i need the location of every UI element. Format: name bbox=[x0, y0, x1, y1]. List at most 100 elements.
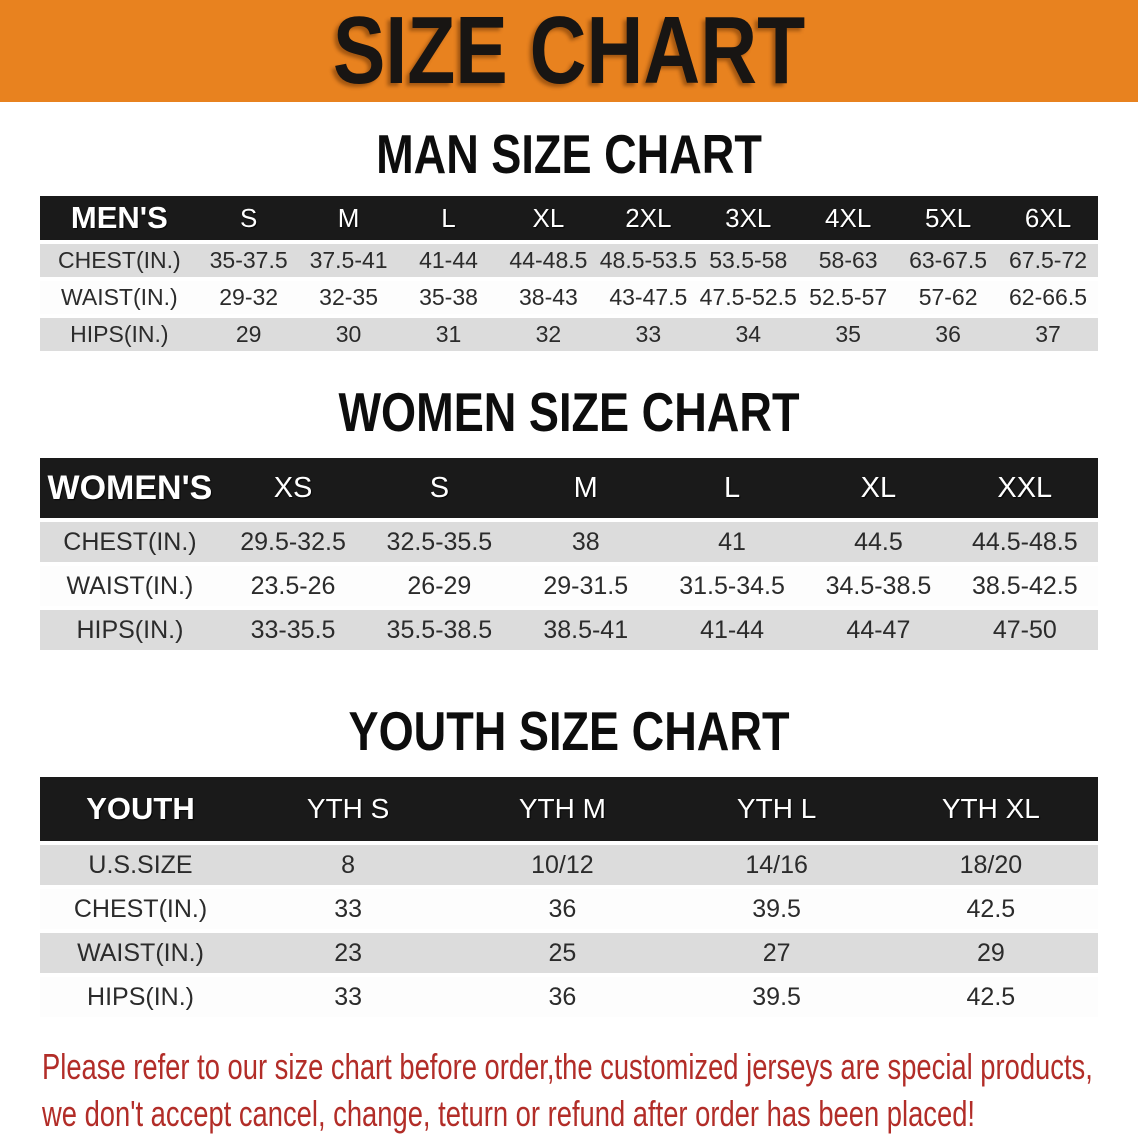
size-value-cell: 44.5 bbox=[805, 520, 952, 566]
size-value-cell: 44-47 bbox=[805, 608, 952, 654]
size-header-cell: L bbox=[658, 458, 806, 522]
table-title-cell: MEN'S bbox=[40, 196, 199, 244]
size-header-row: MEN'S S M L XL 2XL 3XL 4XL 5XL 6XL bbox=[40, 196, 1098, 244]
size-value-cell: 32.5-35.5 bbox=[366, 520, 513, 566]
size-header-cell: XL bbox=[498, 196, 599, 244]
size-value-cell: 38.5-41 bbox=[512, 608, 659, 654]
size-value-cell: 33 bbox=[241, 975, 456, 1021]
size-value-cell: 36 bbox=[455, 975, 670, 1021]
row-label-cell: WAIST(IN.) bbox=[40, 931, 242, 977]
size-value-cell: 52.5-57 bbox=[798, 279, 899, 318]
size-header-cell: YTH S bbox=[241, 777, 456, 845]
size-value-cell: 33-35.5 bbox=[219, 608, 367, 654]
size-header-cell: L bbox=[398, 196, 499, 244]
measurement-row: HIPS(IN.) 33-35.5 35.5-38.5 38.5-41 41-44 44-… bbox=[40, 608, 1098, 654]
size-value-cell: 47.5-52.5 bbox=[698, 279, 799, 318]
row-label-cell: WAIST(IN.) bbox=[40, 564, 220, 610]
size-value-cell: 23 bbox=[241, 931, 456, 977]
row-label-cell: CHEST(IN.) bbox=[40, 520, 220, 566]
size-header-row: YOUTH YTH S YTH M YTH L YTH XL bbox=[40, 777, 1098, 845]
size-value-cell: 10/12 bbox=[455, 843, 670, 889]
size-value-cell: 29-32 bbox=[198, 279, 299, 318]
disclaimer-line-2: we don't accept cancel, change, teturn o… bbox=[42, 1093, 976, 1134]
size-value-cell: 30 bbox=[298, 316, 399, 355]
size-value-cell: 27 bbox=[669, 931, 884, 977]
size-header-cell: S bbox=[198, 196, 299, 244]
size-value-cell: 38-43 bbox=[498, 279, 599, 318]
size-header-cell: M bbox=[512, 458, 659, 522]
measurement-row: WAIST(IN.) 23 25 27 29 bbox=[40, 931, 1098, 977]
youth-size-table: YOUTH YTH S YTH M YTH L YTH XL U.S.SIZE 8 10/12… bbox=[40, 777, 1098, 1021]
size-header-cell: 6XL bbox=[998, 196, 1098, 244]
size-header-cell: 3XL bbox=[698, 196, 799, 244]
table-title-cell: WOMEN'S bbox=[40, 458, 220, 522]
size-value-cell: 8 bbox=[241, 843, 456, 889]
size-value-cell: 41 bbox=[658, 520, 806, 566]
size-value-cell: 42.5 bbox=[883, 975, 1098, 1021]
row-label-cell: CHEST(IN.) bbox=[40, 887, 242, 933]
section-youth: YOUTH SIZE CHART YOUTH YTH S YTH M YTH L YTH… bbox=[0, 704, 1138, 1021]
size-value-cell: 33 bbox=[598, 316, 699, 355]
size-value-cell: 58-63 bbox=[798, 242, 899, 281]
women-size-table: WOMEN'S XS S M L XL XXL CHEST(IN.) 29.5-32.5 32.5… bbox=[40, 458, 1098, 654]
size-value-cell: 67.5-72 bbox=[998, 242, 1098, 281]
size-header-cell: YTH M bbox=[455, 777, 670, 845]
size-header-cell: XS bbox=[219, 458, 367, 522]
size-value-cell: 36 bbox=[898, 316, 999, 355]
measurement-row: WAIST(IN.) 29-32 32-35 35-38 38-43 43-47.5 47.… bbox=[40, 279, 1098, 318]
women-section-heading: WOMEN SIZE CHART bbox=[338, 381, 800, 443]
size-value-cell: 26-29 bbox=[366, 564, 513, 610]
row-label-cell: HIPS(IN.) bbox=[40, 975, 242, 1021]
size-value-cell: 35.5-38.5 bbox=[366, 608, 513, 654]
size-value-cell: 39.5 bbox=[669, 975, 884, 1021]
size-value-cell: 38 bbox=[512, 520, 659, 566]
size-value-cell: 44.5-48.5 bbox=[951, 520, 1098, 566]
row-label-cell: WAIST(IN.) bbox=[40, 279, 199, 318]
size-header-cell: 2XL bbox=[598, 196, 699, 244]
size-value-cell: 18/20 bbox=[883, 843, 1098, 889]
measurement-row: HIPS(IN.) 29 30 31 32 33 34 35 36 37 bbox=[40, 316, 1098, 355]
size-value-cell: 37.5-41 bbox=[298, 242, 399, 281]
banner: SIZE CHART bbox=[0, 0, 1138, 102]
size-value-cell: 43-47.5 bbox=[598, 279, 699, 318]
youth-section-heading: YOUTH SIZE CHART bbox=[348, 700, 790, 762]
size-value-cell: 35-38 bbox=[398, 279, 499, 318]
measurement-row: HIPS(IN.) 33 36 39.5 42.5 bbox=[40, 975, 1098, 1021]
section-men: MAN SIZE CHART MEN'S S M L XL 2XL 3XL 4XL 5XL 6XL… bbox=[0, 127, 1138, 355]
size-value-cell: 39.5 bbox=[669, 887, 884, 933]
section-women: WOMEN SIZE CHART WOMEN'S XS S M L XL XXL CHEST(… bbox=[0, 385, 1138, 654]
men-section-heading: MAN SIZE CHART bbox=[376, 123, 762, 185]
size-value-cell: 34.5-38.5 bbox=[805, 564, 952, 610]
size-value-cell: 31.5-34.5 bbox=[658, 564, 806, 610]
row-label-cell: HIPS(IN.) bbox=[40, 608, 220, 654]
size-value-cell: 42.5 bbox=[883, 887, 1098, 933]
row-label-cell: CHEST(IN.) bbox=[40, 242, 199, 281]
size-value-cell: 14/16 bbox=[669, 843, 884, 889]
size-header-cell: XXL bbox=[951, 458, 1098, 522]
size-value-cell: 35-37.5 bbox=[198, 242, 299, 281]
size-value-cell: 36 bbox=[455, 887, 670, 933]
size-value-cell: 29-31.5 bbox=[512, 564, 659, 610]
size-value-cell: 33 bbox=[241, 887, 456, 933]
page-title: SIZE CHART bbox=[332, 0, 806, 104]
size-value-cell: 29 bbox=[883, 931, 1098, 977]
size-value-cell: 25 bbox=[455, 931, 670, 977]
size-value-cell: 31 bbox=[398, 316, 499, 355]
measurement-row: CHEST(IN.) 35-37.5 37.5-41 41-44 44-48.5 48.5… bbox=[40, 242, 1098, 281]
size-value-cell: 34 bbox=[698, 316, 799, 355]
size-value-cell: 63-67.5 bbox=[898, 242, 999, 281]
measurement-row: CHEST(IN.) 33 36 39.5 42.5 bbox=[40, 887, 1098, 933]
size-value-cell: 41-44 bbox=[658, 608, 806, 654]
size-value-cell: 48.5-53.5 bbox=[598, 242, 699, 281]
size-value-cell: 47-50 bbox=[951, 608, 1098, 654]
size-header-cell: XL bbox=[805, 458, 952, 522]
size-header-cell: 4XL bbox=[798, 196, 899, 244]
measurement-row: U.S.SIZE 8 10/12 14/16 18/20 bbox=[40, 843, 1098, 889]
measurement-row: WAIST(IN.) 23.5-26 26-29 29-31.5 31.5-34.5 34… bbox=[40, 564, 1098, 610]
row-label-cell: HIPS(IN.) bbox=[40, 316, 199, 355]
size-header-cell: YTH XL bbox=[883, 777, 1098, 845]
size-chart-sections: MAN SIZE CHART MEN'S S M L XL 2XL 3XL 4XL 5XL 6XL… bbox=[0, 127, 1138, 1021]
size-value-cell: 29.5-32.5 bbox=[219, 520, 367, 566]
disclaimer-line-1: Please refer to our size chart before or… bbox=[42, 1046, 1093, 1087]
